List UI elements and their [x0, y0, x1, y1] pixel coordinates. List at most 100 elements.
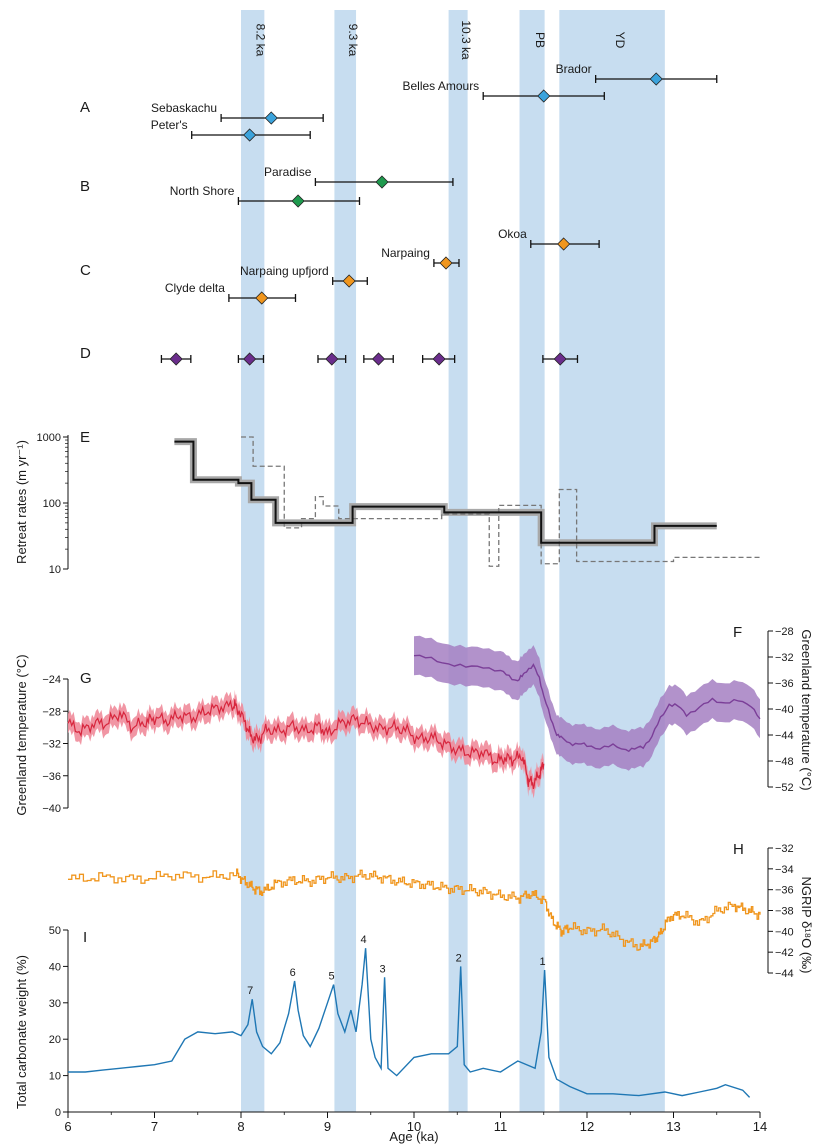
- date-point: [169, 352, 183, 366]
- date-point: [537, 89, 551, 103]
- panel-label-a: A: [80, 99, 90, 116]
- greenland-temp-g-band: [68, 689, 544, 799]
- panel-g-marks: −40 −36 −32 −28 −24: [42, 674, 545, 815]
- x-tick-label: 7: [151, 1119, 158, 1134]
- x-tick-label: 10: [407, 1119, 421, 1134]
- date-point: [291, 194, 305, 208]
- panel-label-h: H: [733, 841, 744, 858]
- event-band-label: 9.3 ka: [346, 24, 360, 57]
- panel-g-ylabel: Greenland temperature (°C): [14, 654, 29, 815]
- panel-a: A Brador Belles Amours Sebaskachu Peter's: [80, 62, 718, 142]
- site-label: Sebaskachu: [151, 101, 217, 115]
- y-tick-label: −36: [775, 885, 794, 897]
- panel-label-e: E: [80, 429, 90, 446]
- date-point: [432, 352, 446, 366]
- y-tick-label: 20: [49, 1034, 61, 1046]
- y-tick-label: −32: [775, 843, 794, 855]
- date-point: [243, 128, 257, 142]
- y-tick-label: 0: [55, 1107, 61, 1119]
- greenland-temp-g-line: [67, 699, 545, 790]
- date-point: [557, 237, 571, 251]
- y-tick-label: −28: [775, 626, 794, 638]
- date-point: [553, 352, 567, 366]
- y-tick-label: 100: [43, 498, 61, 510]
- date-point: [255, 291, 269, 305]
- date-point: [375, 175, 389, 189]
- peak-label: 5: [328, 971, 334, 983]
- panel-i-ylabel: Total carbonate weight (%): [14, 955, 29, 1109]
- ngrip-d18o-line: [68, 868, 761, 951]
- panel-c-marks: Okoa Narpaing Narpaing upfjord Clyde delta: [165, 227, 600, 305]
- y-tick-label: −40: [775, 704, 794, 716]
- date-point: [243, 352, 257, 366]
- panel-label-f: F: [733, 624, 742, 641]
- panel-i: I Total carbonate weight (%) 0 10 20 30 40 50…: [14, 925, 751, 1119]
- panel-d-marks: [160, 352, 579, 366]
- event-band: [448, 10, 468, 1112]
- site-label: Okoa: [498, 227, 527, 241]
- panel-h-ylabel: NGRIP δ¹⁸O (‰): [799, 877, 814, 974]
- panel-i-marks: 0 10 20 30 40 50 1 2 3 4 5 6 7: [49, 925, 751, 1119]
- date-point: [264, 111, 278, 125]
- site-label: Paradise: [264, 165, 312, 179]
- site-label: Belles Amours: [402, 79, 479, 93]
- peak-label: 2: [456, 952, 462, 964]
- peak-label: 3: [380, 963, 386, 975]
- panel-f-ylabel: Greenland temperature (°C): [799, 629, 814, 790]
- y-tick-label: 10: [49, 1071, 61, 1083]
- peak-label: 4: [360, 934, 366, 946]
- y-tick-label: −42: [775, 947, 794, 959]
- carbonate-weight-line: [68, 948, 751, 1098]
- x-tick-label: 6: [64, 1119, 71, 1134]
- y-tick-label: −52: [775, 782, 794, 794]
- panel-label-b: B: [80, 178, 90, 195]
- retreat-rate-line-dashed: [241, 436, 760, 567]
- panel-g: G Greenland temperature (°C) −40 −36 −32 −2…: [14, 654, 545, 816]
- date-point: [439, 256, 453, 270]
- date-point: [325, 352, 339, 366]
- panel-e-ylabel: Retreat rates (m yr⁻¹): [14, 440, 29, 564]
- event-band-label: 10.3 ka: [459, 20, 473, 60]
- retreat-rate-line: [174, 440, 717, 544]
- panel-e-marks: 10 100 1000: [37, 432, 760, 576]
- peak-label: 6: [290, 967, 296, 979]
- x-tick-label: 14: [753, 1119, 767, 1134]
- site-label: Brador: [556, 62, 592, 76]
- site-label: Narpaing: [381, 246, 430, 260]
- x-tick-label: 12: [580, 1119, 594, 1134]
- y-tick-label: 50: [49, 925, 61, 937]
- date-point: [342, 274, 356, 288]
- y-tick-label: −48: [775, 756, 794, 768]
- event-band-labels: 8.2 ka 9.3 ka 10.3 ka PB YD: [254, 20, 627, 60]
- date-point: [649, 72, 663, 86]
- y-tick-label: −34: [775, 864, 794, 876]
- y-tick-label: 1000: [37, 432, 61, 444]
- panel-d: D: [80, 345, 579, 366]
- panel-e: E Retreat rates (m yr⁻¹) 10 100 1000: [14, 429, 760, 576]
- event-band-label: 8.2 ka: [254, 24, 268, 57]
- event-band: [334, 10, 357, 1112]
- y-tick-label: 10: [49, 564, 61, 576]
- peak-label: 1: [540, 956, 546, 968]
- panel-b-marks: Paradise North Shore: [170, 165, 454, 208]
- x-tick-label: 9: [324, 1119, 331, 1134]
- panel-label-i: I: [83, 929, 87, 946]
- panel-b: B Paradise North Shore: [80, 165, 454, 208]
- panel-label-c: C: [80, 262, 91, 279]
- site-label: Peter's: [151, 118, 188, 132]
- greenland-temp-f-band: [414, 635, 760, 771]
- panel-f-marks: −52 −48 −44 −40 −36 −32 −28: [413, 626, 794, 794]
- panel-a-marks: Brador Belles Amours Sebaskachu Peter's: [151, 62, 718, 142]
- date-point: [371, 352, 386, 366]
- site-label: Narpaing upfjord: [240, 264, 329, 278]
- event-band: [519, 10, 545, 1112]
- y-tick-label: −44: [775, 730, 794, 742]
- y-tick-label: −40: [775, 926, 794, 938]
- x-tick-label: 11: [494, 1119, 508, 1134]
- panel-h-marks: −44 −42 −40 −38 −36 −34 −32: [68, 843, 794, 980]
- panel-label-d: D: [80, 345, 91, 362]
- x-tick-label: 13: [666, 1119, 680, 1134]
- y-tick-label: 30: [49, 998, 61, 1010]
- y-tick-label: −44: [775, 968, 794, 980]
